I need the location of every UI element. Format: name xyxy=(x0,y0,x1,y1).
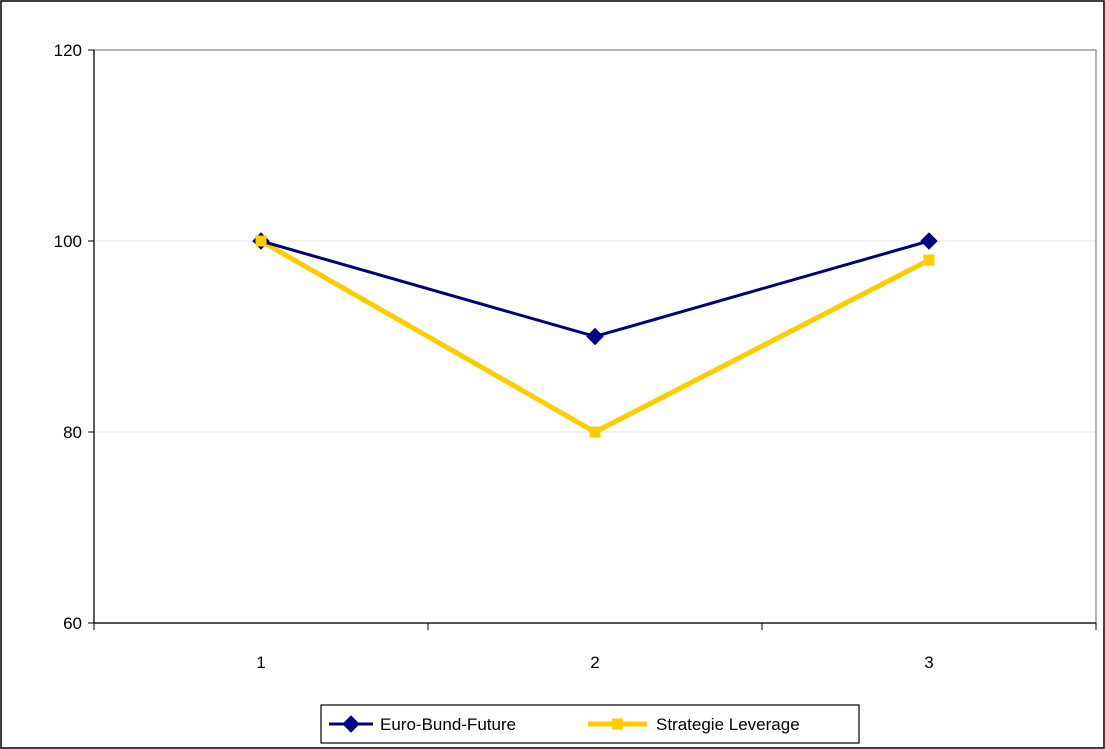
legend-label-euro-bund-future: Euro-Bund-Future xyxy=(380,715,516,734)
series-layer xyxy=(252,232,938,438)
x-tick-label: 1 xyxy=(256,653,265,672)
data-point-euro-bund-future xyxy=(920,232,938,250)
legend-marker-euro-bund-future xyxy=(342,715,360,733)
y-tick-label: 100 xyxy=(54,232,82,251)
axes: 60 80 100 120 1 2 3 xyxy=(54,41,1097,672)
data-point-strategie-leverage xyxy=(589,426,601,438)
legend-label-strategie-leverage: Strategie Leverage xyxy=(656,715,800,734)
x-tick-label: 3 xyxy=(924,653,933,672)
y-tick-label: 120 xyxy=(54,41,82,60)
x-tick-label: 2 xyxy=(590,653,599,672)
y-tick-label: 60 xyxy=(63,614,82,633)
data-point-euro-bund-future xyxy=(586,327,604,346)
y-tick-label: 80 xyxy=(63,423,82,442)
data-point-strategie-leverage xyxy=(923,254,935,266)
legend: Euro-Bund-Future Strategie Leverage xyxy=(320,704,860,744)
data-point-strategie-leverage xyxy=(255,235,267,247)
legend-marker-strategie-leverage xyxy=(612,718,623,730)
